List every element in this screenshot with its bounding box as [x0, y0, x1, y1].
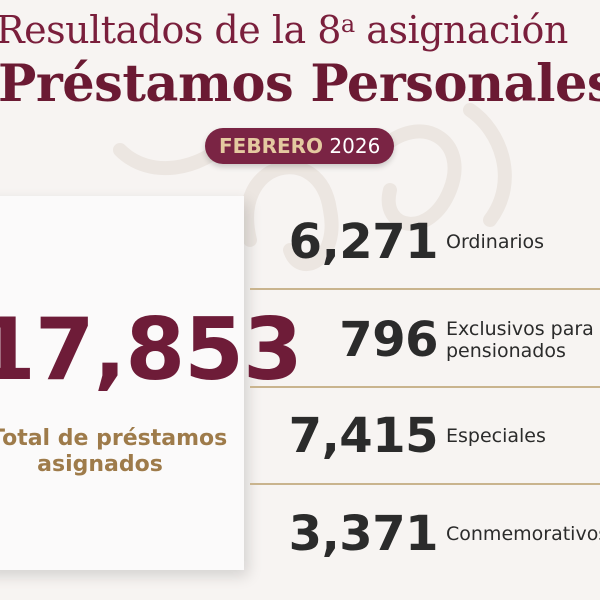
stat-row-ordinarios: 6,271 Ordinarios [250, 194, 600, 290]
stat-value: 796 [339, 312, 438, 368]
date-month: FEBRERO [219, 134, 324, 158]
stat-label: Conmemorativos [446, 523, 600, 545]
page-title-line2: Préstamos Personales [0, 54, 600, 114]
divider [250, 288, 600, 290]
total-card [0, 196, 244, 570]
total-loans-value: 17,853 [0, 300, 303, 400]
stat-value: 3,371 [288, 506, 439, 562]
ordinal-indicator: a [340, 10, 355, 38]
divider [250, 386, 600, 388]
total-caption-line1: Total de préstamos [0, 426, 228, 451]
stat-label: Ordinarios [446, 231, 545, 253]
stat-row-pensionados: 796 Exclusivos para pensionados [250, 292, 600, 388]
stat-value: 6,271 [288, 214, 439, 270]
page-title-line1: Resultados de la 8a asignación [0, 8, 568, 52]
stat-row-especiales: 7,415 Especiales [250, 388, 600, 484]
total-caption-line2: asignados [37, 452, 163, 477]
stat-label: Especiales [446, 425, 546, 447]
total-loans-caption: Total de préstamos asignados [0, 426, 228, 478]
stat-label: Exclusivos para pensionados [446, 318, 594, 362]
date-year: 2026 [329, 134, 381, 158]
date-badge: FEBRERO 2026 [205, 128, 395, 164]
stat-row-conmemorativos: 3,371 Conmemorativos [250, 486, 600, 582]
divider [250, 483, 600, 485]
stat-value: 7,415 [288, 408, 439, 464]
